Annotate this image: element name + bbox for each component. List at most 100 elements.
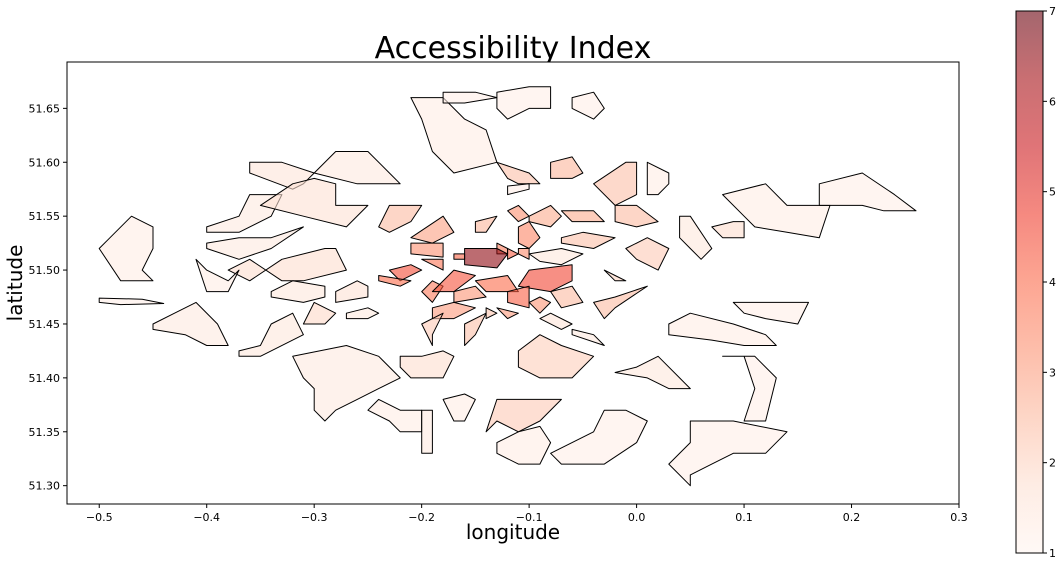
region-72	[539, 312, 573, 330]
region-48	[474, 215, 498, 233]
x-tick-label: −0.1	[516, 511, 543, 524]
region-18	[421, 409, 433, 454]
region-75	[442, 91, 498, 104]
y-tick-label: 51.50	[29, 264, 61, 277]
region-64	[550, 285, 584, 309]
region-13	[302, 301, 337, 325]
colorbar-tick-label: 6	[1049, 95, 1056, 108]
colorbar-tick-label: 7	[1049, 5, 1056, 18]
region-58	[431, 269, 476, 293]
region-50	[464, 248, 509, 269]
region-9	[195, 258, 240, 293]
region-39	[550, 156, 584, 179]
region-42	[507, 204, 530, 223]
region-40	[528, 204, 562, 228]
region-70	[485, 307, 498, 320]
x-tick-label: 0.0	[628, 511, 646, 524]
y-axis-label: latitude	[3, 245, 27, 322]
region-11	[335, 280, 369, 303]
colorbar-ticks: 1 2 3 4 5 6 7	[1043, 5, 1056, 560]
x-tick-label: 0.1	[735, 511, 753, 524]
region-47	[421, 258, 444, 271]
y-tick-label: 51.65	[29, 102, 61, 115]
region-27	[722, 355, 777, 422]
region-59	[453, 285, 487, 303]
region-56	[378, 275, 412, 287]
region-73	[571, 328, 605, 346]
colorbar	[1015, 10, 1044, 554]
region-8	[313, 151, 401, 185]
region-51	[453, 253, 466, 260]
x-axis-label: longitude	[466, 520, 560, 544]
region-44	[378, 204, 423, 233]
x-tick-label: −0.2	[408, 511, 435, 524]
colorbar-tick-label: 4	[1049, 276, 1056, 289]
y-tick-label: 51.55	[29, 210, 61, 223]
region-15	[292, 345, 401, 422]
region-17	[399, 350, 455, 379]
region-0	[98, 215, 154, 282]
region-22	[517, 334, 595, 379]
region-77	[571, 91, 605, 120]
y-tick-label: 51.45	[29, 318, 61, 331]
region-74	[410, 97, 498, 174]
region-46	[410, 242, 444, 258]
x-tick-label: −0.4	[193, 511, 220, 524]
x-axis: −0.5 −0.4 −0.3 −0.2 −0.1 0.0 0.1 0.2 0.3	[86, 504, 968, 524]
region-61	[517, 264, 573, 293]
region-66	[603, 269, 627, 282]
x-tick-label: 0.3	[950, 511, 968, 524]
region-43	[517, 221, 541, 249]
region-36	[614, 204, 659, 228]
chart-title: Accessibility Index	[375, 31, 652, 66]
region-71	[496, 307, 519, 320]
region-41	[560, 210, 605, 223]
region-34	[593, 161, 638, 206]
region-2	[152, 301, 229, 346]
region-68	[421, 312, 444, 346]
x-tick-label: −0.5	[86, 511, 113, 524]
region-67	[431, 301, 476, 320]
region-69	[464, 312, 487, 346]
y-axis: 51.30 51.35 51.40 51.45 51.50 51.55 51.60 51.65	[29, 102, 67, 493]
x-tick-label: 0.2	[843, 511, 861, 524]
colorbar-tick-label: 3	[1049, 366, 1056, 379]
region-54	[528, 248, 584, 266]
region-12	[345, 307, 380, 320]
region-25	[668, 312, 777, 346]
y-tick-label: 51.35	[29, 426, 61, 439]
region-55	[388, 264, 423, 282]
region-20	[496, 425, 552, 465]
region-45	[410, 215, 455, 244]
colorbar-tick-label: 5	[1049, 186, 1056, 199]
region-28	[668, 420, 788, 487]
region-7	[259, 177, 369, 228]
region-52	[507, 248, 519, 260]
region-4	[206, 226, 304, 260]
region-14	[238, 312, 304, 357]
regions-layer	[98, 86, 917, 487]
region-10	[270, 280, 326, 303]
y-tick-label: 51.40	[29, 372, 61, 385]
region-21	[485, 398, 562, 433]
y-tick-label: 51.60	[29, 156, 61, 169]
region-53	[517, 248, 530, 260]
region-65	[593, 285, 648, 320]
region-19	[442, 393, 476, 422]
region-24	[614, 355, 691, 390]
region-78	[507, 183, 530, 196]
region-33	[625, 237, 670, 271]
region-26	[732, 301, 809, 325]
region-62	[507, 285, 530, 309]
region-1	[98, 297, 165, 306]
y-tick-label: 51.30	[29, 480, 61, 493]
region-29	[679, 215, 713, 260]
region-76	[496, 86, 552, 120]
x-tick-label: −0.3	[301, 511, 328, 524]
region-35	[646, 161, 670, 196]
region-3	[227, 248, 347, 282]
region-32	[818, 172, 917, 212]
region-37	[560, 231, 616, 249]
region-30	[711, 221, 745, 239]
